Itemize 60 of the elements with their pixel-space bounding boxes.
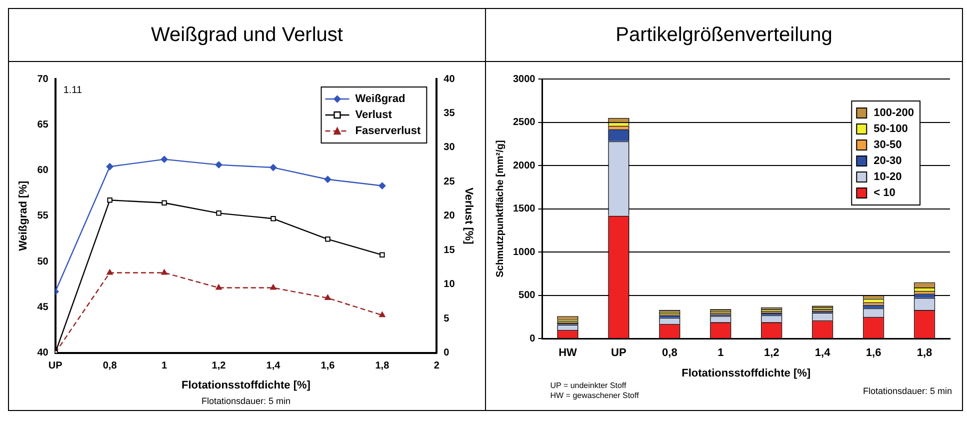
- x-tick-label: 1,6: [320, 360, 336, 372]
- x-tick-label: UP: [48, 360, 63, 372]
- x-axis-title: Flotationsstoffdichte [%]: [682, 367, 811, 380]
- legend-label: 50-100: [874, 123, 908, 136]
- y-tick-label: 55: [37, 210, 49, 222]
- y-axis-title: Weißgrad [%]: [18, 180, 30, 251]
- y2-tick-label: 35: [444, 108, 456, 119]
- y-tick-label: 3000: [512, 74, 536, 85]
- legend-label: 20-30: [874, 155, 902, 168]
- y2-tick-label: 30: [444, 142, 456, 154]
- x-tick-label: 0,8: [102, 360, 118, 372]
- y2-tick-label: 15: [444, 244, 456, 256]
- y-tick-label: 70: [37, 74, 49, 85]
- x-tick-label: 1,8: [916, 347, 932, 360]
- x-tick-label: 1,8: [375, 360, 390, 372]
- y2-tick-label: 40: [444, 74, 456, 85]
- y-axis-title: Schmutzpunktfläche [mm²/g]: [494, 140, 506, 278]
- y-tick-label: 0: [530, 333, 536, 344]
- legend-label: 10-20: [874, 171, 902, 184]
- y-tick-label: 65: [37, 119, 49, 130]
- y-tick-label: 40: [37, 348, 49, 359]
- x-tick-label: 0,8: [662, 347, 678, 360]
- y-tick-label: 60: [37, 165, 49, 176]
- x-tick-label: 2: [434, 360, 440, 372]
- y-tick-label: 45: [37, 302, 49, 313]
- legend-label: < 10: [874, 187, 896, 200]
- x-axis-title: Flotationsstoffdichte [%]: [182, 379, 311, 392]
- y-tick-label: 1000: [512, 246, 536, 258]
- x-tick-label: 1,4: [814, 347, 832, 360]
- text: UP = undeinkter Stoff: [550, 381, 627, 390]
- chart-title: Weißgrad und Verlust: [9, 9, 485, 62]
- legend-label: 100-200: [874, 107, 914, 120]
- y-tick-label: 500: [518, 290, 536, 302]
- annotation: 1.11: [63, 85, 82, 96]
- y-tick-label: 1500: [512, 204, 536, 215]
- x-tick-label: HW: [558, 347, 578, 360]
- y2-tick-label: 0: [444, 348, 450, 359]
- y2-tick-label: 10: [444, 279, 456, 290]
- y-tick-label: 50: [37, 256, 49, 268]
- legend-label: Verlust: [355, 109, 392, 122]
- x-tick-label: 1,2: [212, 360, 226, 372]
- y-tick-label: 2000: [512, 160, 536, 172]
- x-tick-label: 1: [162, 360, 168, 372]
- legend-label: 30-50: [874, 139, 902, 152]
- text: HW = gewaschener Stoff: [550, 391, 640, 400]
- chart-title: Partikelgrößenverteilung: [486, 9, 962, 62]
- x-tick-label: 1,2: [764, 347, 780, 360]
- y2-tick-label: 5: [444, 313, 450, 324]
- x-tick-label: 1: [718, 347, 724, 360]
- x-tick-label: 1,6: [866, 347, 882, 360]
- y2-axis-title: Verlust [%]: [462, 187, 474, 245]
- x-tick-label: UP: [611, 347, 626, 360]
- text: Flotationsdauer: 5 min: [862, 386, 952, 396]
- y2-tick-label: 25: [444, 176, 456, 188]
- y-tick-label: 2500: [512, 117, 536, 128]
- x-tick-label: 1,4: [266, 360, 281, 372]
- legend-label: Weißgrad: [355, 93, 406, 106]
- y2-tick-label: 20: [444, 210, 456, 222]
- text: Flotationsdauer: 5 min: [201, 396, 291, 406]
- legend-label: Faserverlust: [355, 125, 422, 138]
